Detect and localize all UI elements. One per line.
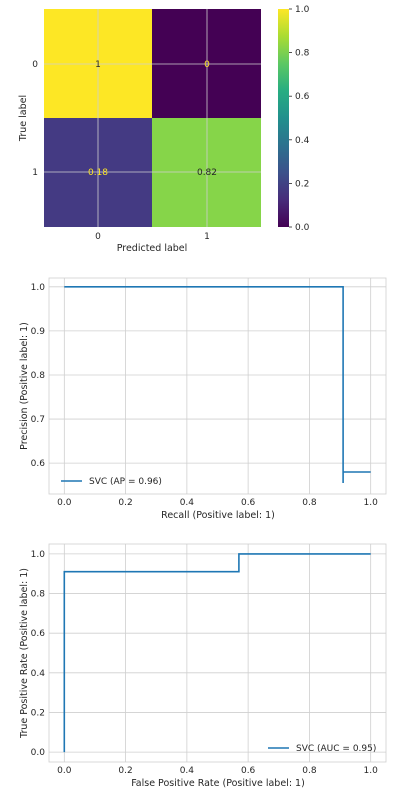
pr-ytick-label: 0.7 (31, 415, 45, 425)
pr-ytick-label: 0.9 (31, 327, 46, 337)
roc-ylabel: True Positive Rate (Positive label: 1) (19, 568, 30, 739)
cm-xlabel: Predicted label (117, 243, 188, 254)
roc-xtick-label: 0.6 (241, 766, 256, 776)
pr-plot-area (48, 277, 387, 495)
pr-gridlines (49, 278, 386, 494)
colorbar-tick-label: 1.0 (295, 5, 310, 15)
roc-plot-area (48, 543, 387, 763)
roc-legend-label: SVC (AUC = 0.95) (296, 744, 376, 754)
pr-curve (64, 286, 371, 483)
pr-tick-labels: 0.0 0.2 0.4 0.6 0.8 1.0 0.6 0.7 0.8 0.9 1.0 (31, 283, 378, 508)
roc-curve (63, 553, 371, 753)
colorbar (278, 9, 289, 227)
colorbar-tick-label: 0.6 (295, 92, 310, 102)
roc-chart: 0.0 0.2 0.4 0.6 0.8 1.0 0.0 0.2 0.4 0.6 0.8 1.0 Fal… (19, 543, 387, 789)
pr-xtick-label: 0.0 (57, 498, 72, 508)
roc-ytick-label: 0.0 (31, 748, 46, 758)
confusion-matrix: 1 0 0.18 0.82 0 1 0 1 Predicted label Tr… (18, 5, 310, 254)
cm-value-1-1: 0.82 (197, 168, 217, 178)
roc-gridlines (49, 544, 386, 762)
cm-value-1-0: 0.18 (88, 168, 108, 178)
precision-recall-chart: 0.0 0.2 0.4 0.6 0.8 1.0 0.6 0.7 0.8 0.9 1.0 Recall… (19, 277, 387, 521)
roc-ytick-label: 0.2 (31, 708, 45, 718)
cm-value-0-0: 1 (95, 60, 101, 70)
colorbar-tick-label: 0.4 (295, 136, 310, 146)
pr-legend-label: SVC (AP = 0.96) (89, 477, 162, 487)
roc-legend: SVC (AUC = 0.95) (268, 744, 376, 754)
roc-tick-labels: 0.0 0.2 0.4 0.6 0.8 1.0 0.0 0.2 0.4 0.6 0.8 1.0 (31, 550, 378, 776)
roc-xtick-label: 0.4 (180, 766, 195, 776)
pr-ytick-label: 1.0 (31, 283, 46, 293)
roc-ytick-label: 0.4 (31, 669, 46, 679)
pr-ylabel: Precision (Positive label: 1) (19, 322, 30, 450)
cm-cell-1-1 (152, 118, 261, 227)
cm-ytick-1: 1 (32, 168, 38, 178)
pr-legend: SVC (AP = 0.96) (61, 477, 162, 487)
cm-cell-0-1 (152, 9, 261, 118)
pr-xtick-label: 1.0 (364, 498, 379, 508)
cm-value-0-1: 0 (204, 60, 210, 70)
colorbar-tick-label: 0.8 (295, 49, 310, 59)
colorbar-tick-label: 0.2 (295, 179, 309, 189)
pr-xtick-label: 0.2 (118, 498, 132, 508)
cm-ylabel: True label (18, 95, 29, 142)
colorbar-ticks: 0.0 0.2 0.4 0.6 0.8 1.0 (289, 5, 310, 233)
colorbar-tick-label: 0.0 (295, 223, 310, 233)
roc-ytick-label: 1.0 (31, 550, 46, 560)
cm-ytick-0: 0 (32, 60, 38, 70)
pr-xtick-label: 0.4 (180, 498, 195, 508)
cm-xtick-1: 1 (204, 232, 210, 242)
roc-xtick-label: 1.0 (364, 766, 379, 776)
roc-xtick-label: 0.8 (302, 766, 317, 776)
pr-ytick-label: 0.8 (31, 371, 46, 381)
pr-ytick-label: 0.6 (31, 459, 46, 469)
roc-ytick-label: 0.8 (31, 590, 46, 600)
roc-xtick-label: 0.0 (57, 766, 72, 776)
cm-xtick-0: 0 (95, 232, 101, 242)
pr-xlabel: Recall (Positive label: 1) (161, 510, 275, 521)
pr-xtick-label: 0.6 (241, 498, 256, 508)
roc-ytick-label: 0.6 (31, 629, 46, 639)
roc-xlabel: False Positive Rate (Positive label: 1) (131, 778, 305, 789)
roc-xtick-label: 0.2 (118, 766, 132, 776)
pr-xtick-label: 0.8 (302, 498, 317, 508)
